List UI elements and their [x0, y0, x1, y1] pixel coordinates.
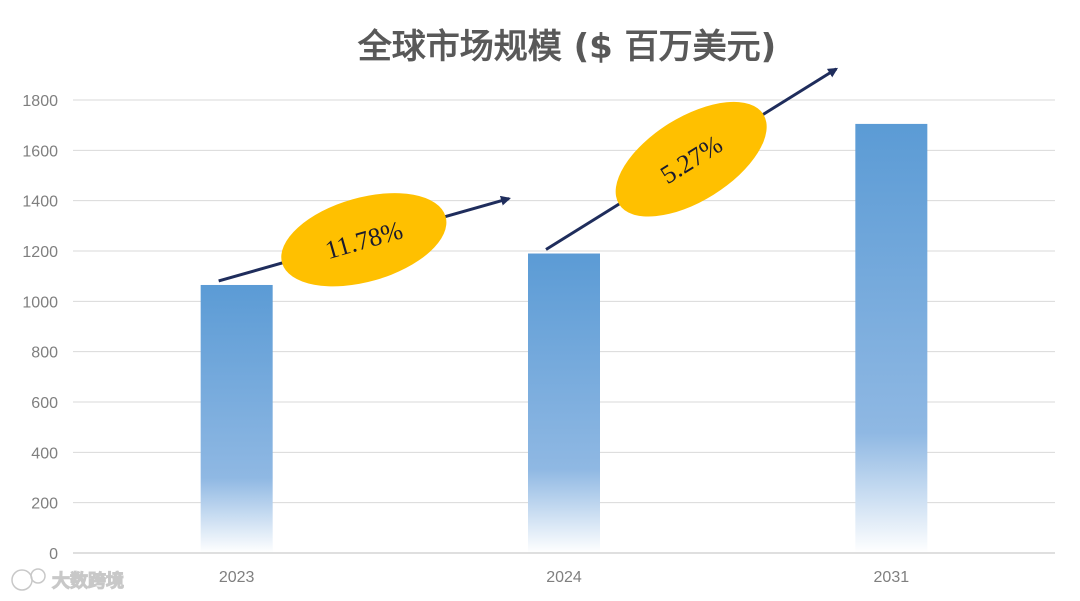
y-tick-label: 200 [31, 496, 58, 513]
y-tick-label: 800 [31, 345, 58, 362]
y-tick-label: 1800 [22, 93, 58, 110]
y-tick-label: 1400 [22, 194, 58, 211]
watermark: 大数跨境 [11, 568, 125, 593]
growth-badge-bubble [281, 193, 447, 287]
bar-2024 [528, 253, 600, 553]
y-tick-label: 400 [31, 445, 58, 462]
y-tick-label: 600 [31, 395, 58, 412]
y-tick-label: 1600 [22, 143, 58, 160]
growth-badge: 5.27% [615, 101, 767, 217]
bars [200, 123, 928, 554]
x-tick-label: 2031 [874, 569, 910, 586]
growth-badge: 11.78% [281, 193, 447, 287]
x-tick-label: 2024 [546, 569, 582, 586]
y-tick-label: 0 [49, 546, 58, 563]
y-tick-label: 1000 [22, 294, 58, 311]
y-axis-ticks: 0 200 400 600 800 1000 1200 1400 1600 1800 [22, 93, 58, 563]
growth-badge-bubble [615, 101, 767, 217]
growth-annotations: 11.78% 5.27% [218, 67, 839, 287]
x-tick-label: 2023 [219, 569, 255, 586]
bar-2031 [855, 123, 928, 554]
bar-2023 [200, 284, 273, 553]
logo-badge-icon [11, 568, 46, 591]
x-axis-ticks: 2023 2024 2031 [219, 569, 909, 586]
watermark-text: 大数跨境 [52, 570, 124, 592]
y-tick-label: 1200 [22, 244, 58, 261]
chart-title: 全球市场规模 ($ 百万美元) [357, 27, 776, 67]
